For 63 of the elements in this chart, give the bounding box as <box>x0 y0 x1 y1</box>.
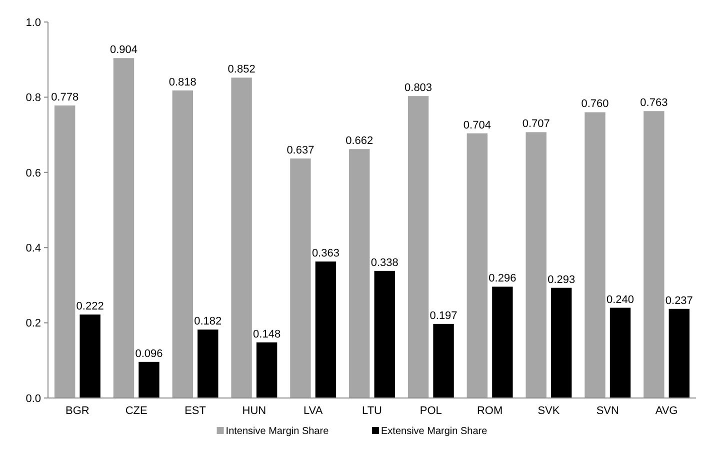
data-label: 0.760 <box>581 98 609 110</box>
data-label: 0.240 <box>606 294 634 306</box>
bar <box>231 78 252 398</box>
data-label: 0.338 <box>370 256 398 269</box>
x-tick-label: SVN <box>596 405 619 417</box>
bar <box>290 158 311 398</box>
data-label: 0.296 <box>488 272 516 285</box>
bar <box>668 308 690 398</box>
x-tick-label: AVG <box>655 405 678 417</box>
data-label: 0.803 <box>404 82 432 94</box>
data-label: 0.778 <box>51 91 79 104</box>
bar <box>113 58 134 398</box>
x-tick-label: POL <box>420 405 442 417</box>
bar <box>374 270 395 398</box>
data-label: 0.852 <box>228 64 256 76</box>
bar <box>349 149 370 398</box>
data-label: 0.148 <box>253 328 281 340</box>
x-tick-label: EST <box>184 405 206 417</box>
bar <box>584 112 606 398</box>
data-label: 0.096 <box>135 348 163 360</box>
bar <box>408 96 429 398</box>
bar <box>610 308 631 398</box>
legend-label: Extensive Margin Share <box>381 426 488 437</box>
y-tick-label: 0.8 <box>26 92 41 104</box>
x-tick-label: SVK <box>538 405 560 417</box>
data-label: 0.237 <box>665 294 693 307</box>
x-tick-label: CZE <box>125 405 148 417</box>
bar <box>466 133 488 398</box>
bar <box>526 132 546 398</box>
data-label: 0.818 <box>168 76 196 88</box>
data-label: 0.707 <box>522 118 550 130</box>
data-label: 0.662 <box>346 135 374 148</box>
legend-label: Intensive Margin Share <box>226 426 330 437</box>
data-label: 0.637 <box>286 144 314 156</box>
data-label: 0.704 <box>463 119 491 132</box>
data-label: 0.904 <box>110 44 138 56</box>
data-label: 0.763 <box>640 97 668 110</box>
y-tick-label: 0.0 <box>26 392 41 405</box>
bar <box>138 362 160 398</box>
data-label: 0.222 <box>76 300 104 313</box>
x-tick-label: ROM <box>476 405 503 417</box>
bar <box>256 342 278 398</box>
bar <box>54 105 76 398</box>
data-label: 0.182 <box>194 316 222 328</box>
x-tick-label: LVA <box>304 405 324 417</box>
bar <box>172 90 193 398</box>
y-tick-label: 0.4 <box>26 242 41 254</box>
x-tick-label: HUN <box>242 405 266 417</box>
data-label: 0.197 <box>430 310 458 322</box>
bar <box>198 330 218 398</box>
bar <box>551 288 572 398</box>
bar <box>492 286 513 398</box>
x-tick-label: BGR <box>66 405 90 417</box>
y-tick-label: 0.2 <box>26 318 41 330</box>
bar <box>80 314 100 398</box>
data-label: 0.363 <box>312 248 340 260</box>
data-label: 0.293 <box>548 274 576 286</box>
bar <box>644 111 664 398</box>
bar <box>433 324 454 398</box>
x-tick-label: LTU <box>362 405 382 417</box>
y-tick-label: 1.0 <box>26 16 41 29</box>
bar <box>315 262 336 398</box>
y-tick-label: 0.6 <box>26 167 41 180</box>
